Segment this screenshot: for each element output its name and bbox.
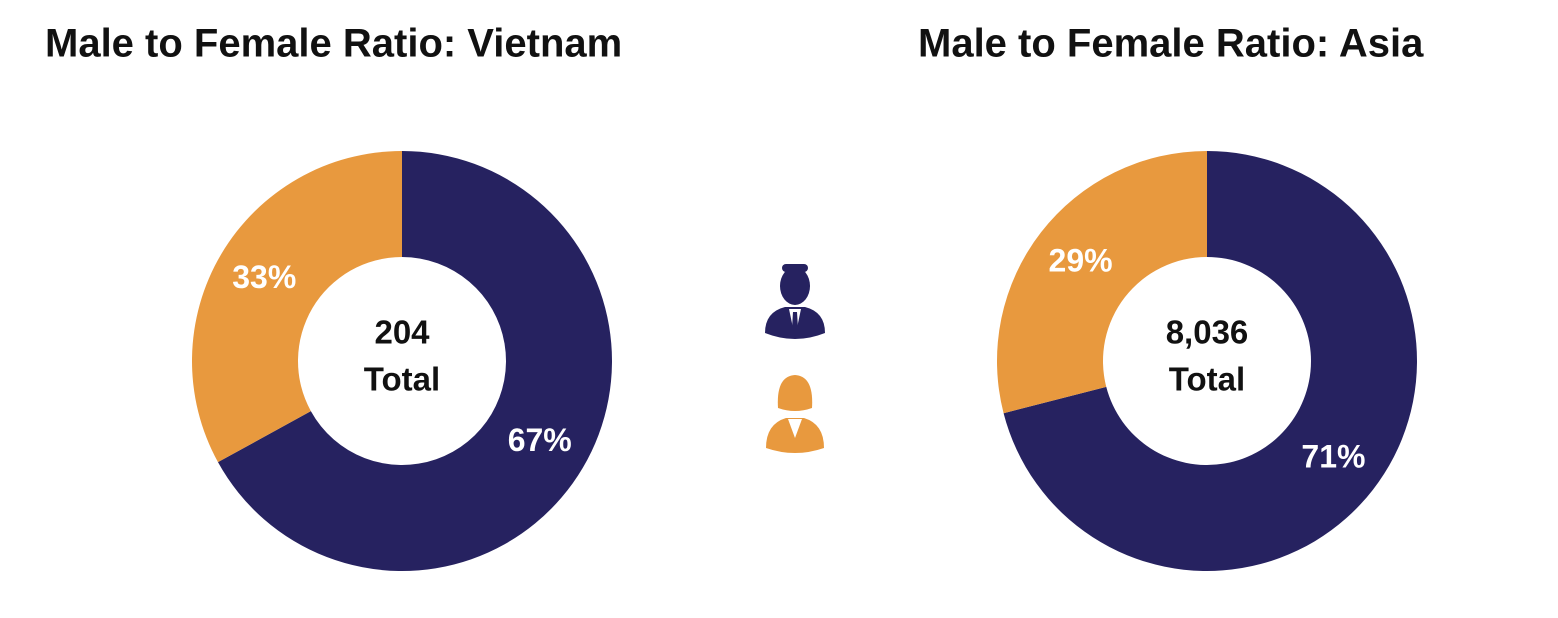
- donut-segment: [997, 150, 1207, 414]
- chart-title: Male to Female Ratio: Asia: [918, 22, 1424, 66]
- data-label: 71%: [1301, 439, 1365, 475]
- center-caption: Total: [364, 361, 440, 398]
- female-icon: [766, 375, 824, 453]
- center-total: 204: [374, 314, 430, 351]
- donut-segment: [191, 151, 402, 463]
- male-icon: [765, 264, 825, 339]
- center-total: 8,036: [1166, 314, 1249, 351]
- donut-segment: [1003, 151, 1417, 571]
- data-label: 29%: [1049, 242, 1113, 278]
- legend-icons: [765, 264, 825, 453]
- data-label: 33%: [232, 259, 296, 295]
- data-label: 67%: [508, 422, 572, 458]
- chart-title: Male to Female Ratio: Vietnam: [45, 22, 622, 66]
- center-caption: Total: [1169, 361, 1245, 398]
- donut-segment: [217, 151, 612, 571]
